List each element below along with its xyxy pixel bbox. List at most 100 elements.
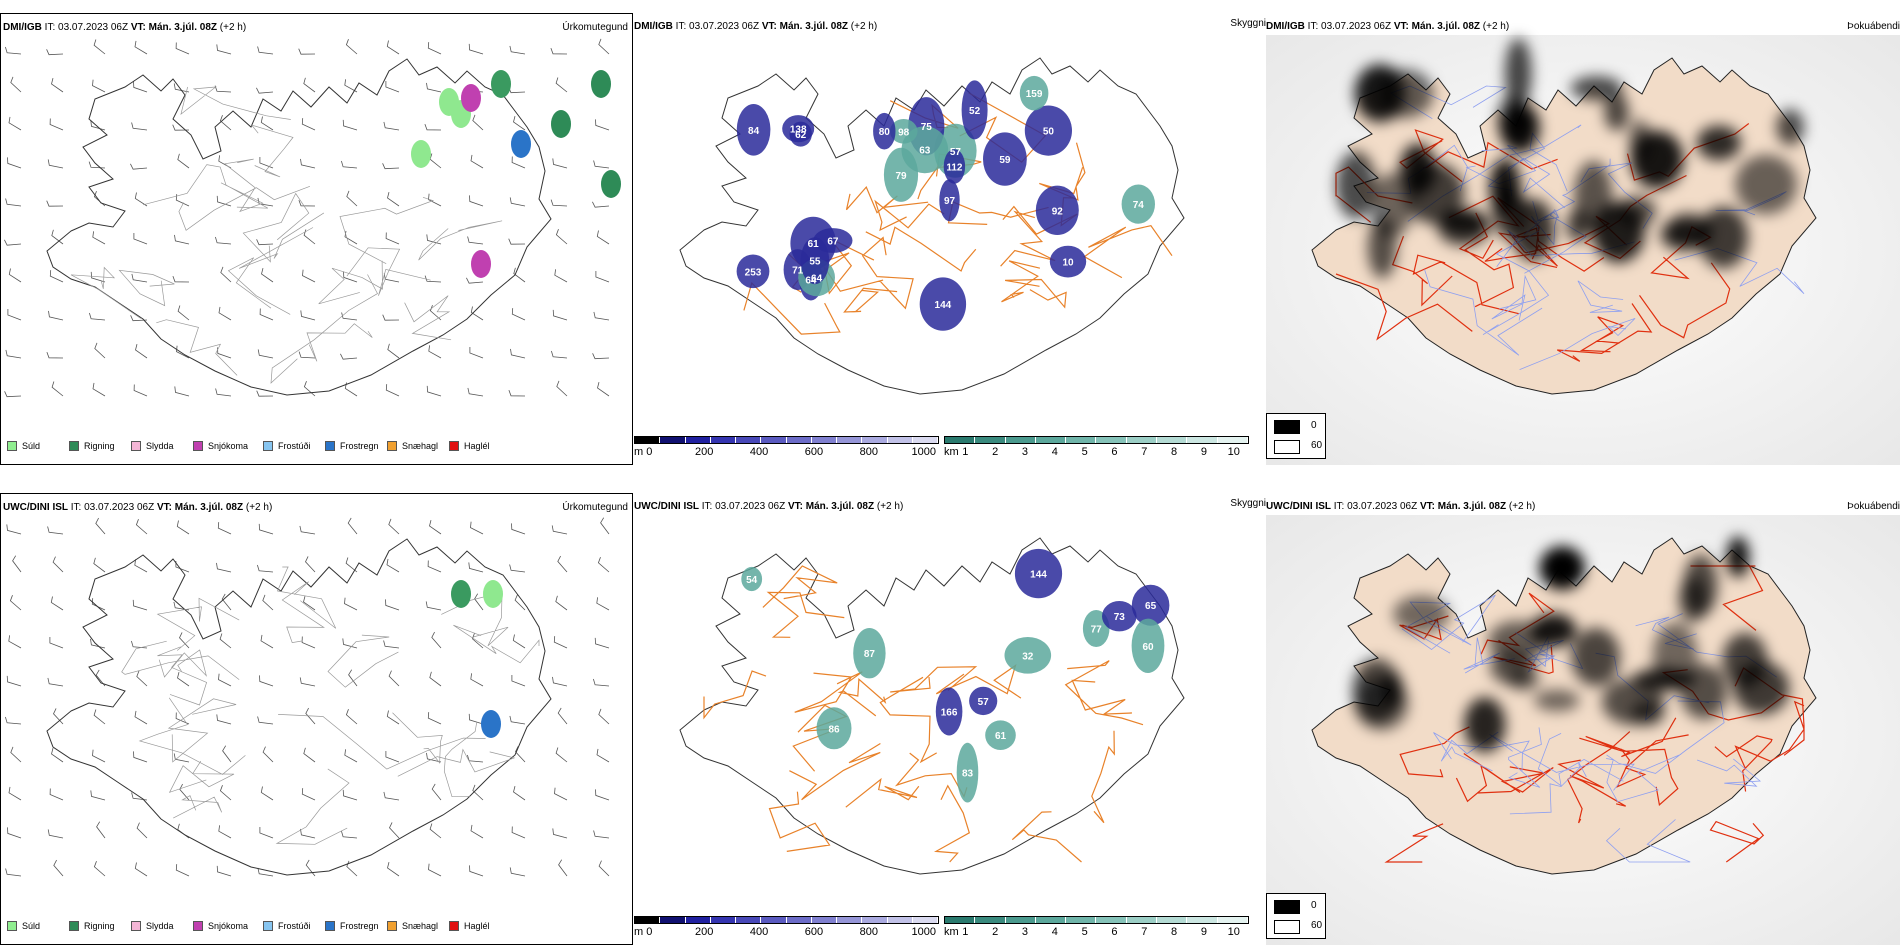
road-network	[70, 86, 503, 384]
precip-area	[511, 130, 531, 158]
wind-barb	[222, 745, 232, 763]
wind-barb	[176, 345, 190, 359]
visibility-label-top: Skyggni	[1230, 18, 1266, 29]
wind-barb	[428, 345, 442, 359]
colorbar-step	[1126, 437, 1158, 443]
wind-barb	[132, 599, 148, 611]
wind-barb	[50, 596, 64, 611]
wind-barb	[342, 789, 358, 801]
fog-area	[1336, 151, 1376, 220]
cloud-base-label: 64	[811, 274, 823, 285]
colorbar-step	[1005, 437, 1036, 443]
wind-barb	[341, 312, 358, 321]
wind-barb	[218, 306, 232, 321]
wind-barb	[555, 229, 568, 245]
wind-barb	[53, 859, 64, 877]
wind-barb	[300, 828, 316, 839]
colorbar-step	[837, 437, 863, 443]
colorbar-step	[660, 917, 686, 923]
height-ticks-bottom: m 0 200 400 600 800 1000	[634, 926, 939, 940]
wind-barb	[174, 386, 190, 397]
wind-barb	[511, 308, 526, 321]
wind-barb	[298, 48, 316, 55]
wind-barb	[426, 82, 442, 93]
precip-legend-label: Snæhagl	[402, 921, 439, 931]
wind-barb	[175, 561, 190, 573]
visibility-ticks-bottom: km 1 2 3 4 5 6 7 8 9 10	[944, 926, 1249, 940]
wind-barb	[257, 197, 274, 207]
visibility-ticks-top: km 1 2 3 4 5 6 7 8 9 10	[944, 446, 1249, 460]
wind-barb	[383, 273, 400, 283]
wind-barb	[303, 596, 316, 611]
wind-barb	[552, 676, 568, 687]
precip-legend-item: Rigning	[63, 921, 125, 931]
cloud-area	[1035, 185, 1079, 235]
cloud-base-label: 144	[935, 300, 952, 311]
wind-barb	[429, 823, 442, 839]
cloud-area	[789, 121, 812, 147]
wind-barb	[509, 867, 526, 877]
precip-legend-label: Snæhagl	[402, 441, 439, 451]
wind-barb	[553, 636, 568, 649]
wind-barb	[343, 271, 358, 283]
wind-barb	[300, 310, 316, 321]
wind-barb	[219, 785, 232, 801]
wind-barb	[133, 384, 148, 397]
colorbar-tick: 6	[1111, 446, 1118, 458]
wind-barb	[598, 38, 610, 55]
wind-barb	[7, 309, 22, 321]
fog-label-top: Þokuábendi	[1847, 21, 1900, 32]
wind-barb	[136, 822, 148, 839]
fog-area	[1534, 689, 1580, 712]
wind-barb	[555, 595, 568, 611]
wind-barb	[175, 712, 190, 725]
wind-barb	[513, 267, 526, 283]
wind-barb	[385, 232, 400, 245]
colorbar-step	[1096, 917, 1127, 923]
wind-barb	[512, 634, 526, 649]
height-panel-top: 57 71 75 138 10 52 50 92 84 79 62 74 64 253 98 61 97 63 14…	[634, 13, 1266, 465]
wind-barb	[303, 77, 316, 93]
wind-barb	[262, 746, 274, 763]
fog-area	[1629, 119, 1651, 161]
fog-title-top: DMI/IGB IT: 03.07.2023 06Z VT: Mán. 3.jú…	[1266, 21, 1510, 32]
precip-area	[411, 140, 431, 168]
fog-area	[1464, 697, 1506, 753]
wind-barb	[47, 526, 64, 535]
fog-area	[1604, 93, 1629, 131]
colorbar-tick: 0	[646, 446, 653, 458]
wind-barb	[428, 193, 442, 207]
wind-barb	[301, 636, 316, 649]
wind-barb	[510, 348, 526, 359]
wind-barb	[303, 381, 316, 397]
cloud-base-label: 63	[919, 146, 931, 157]
fog-area	[1354, 677, 1409, 731]
wind-barb	[429, 153, 442, 169]
cloud-base-label: 98	[898, 127, 910, 138]
colorbar-step	[1157, 437, 1188, 443]
wind-barb	[133, 81, 148, 93]
fog-legend-60: 60	[1311, 920, 1323, 931]
cloud-base-label: 65	[1145, 601, 1157, 612]
cloud-area	[1102, 601, 1137, 632]
cloud-base-label: 59	[999, 155, 1011, 166]
precip-legend-swatch	[131, 921, 141, 931]
colorbar-step	[1217, 917, 1248, 923]
colorbar-step	[710, 437, 736, 443]
wind-barb	[593, 311, 610, 321]
wind-barb	[221, 593, 232, 611]
wind-barb	[426, 385, 442, 397]
visibility-colorbar-bottom	[944, 916, 1249, 924]
colorbar-step	[1035, 437, 1067, 443]
wind-barb	[9, 595, 22, 611]
precip-legend-item: Frostregn	[319, 441, 381, 451]
wind-barb	[135, 519, 148, 535]
wind-barb	[596, 230, 610, 245]
colorbar-step	[1126, 917, 1158, 923]
colorbar-tick: 7	[1141, 446, 1148, 458]
cloud-base-label: 92	[1052, 206, 1064, 217]
wind-barb	[131, 792, 148, 801]
colorbar-step	[1187, 917, 1218, 923]
wind-barb	[509, 564, 526, 573]
cloud-base-label: 86	[828, 724, 840, 735]
